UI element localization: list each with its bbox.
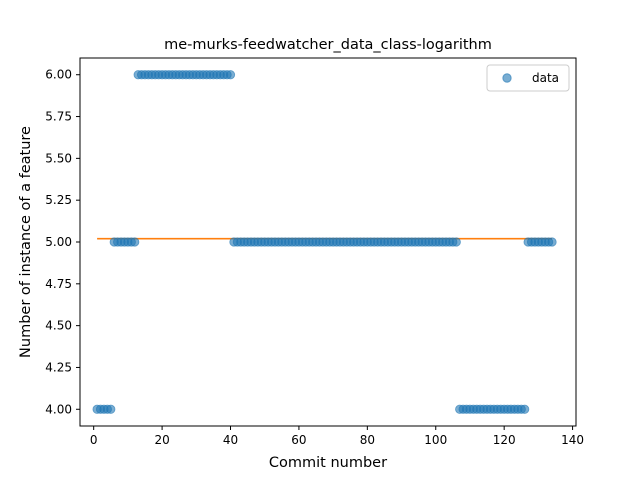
data-point [547,237,557,247]
y-tick-label: 6.00 [45,68,72,82]
x-tick-label: 120 [493,433,516,447]
legend-box [486,64,570,92]
x-tick-label: 40 [223,433,238,447]
data-point [520,404,530,414]
y-tick-label: 4.00 [45,402,72,416]
points-layer [92,70,557,414]
y-tick-label: 4.50 [45,319,72,333]
x-tick-label: 0 [90,433,98,447]
data-point [225,70,236,80]
y-tick-label: 5.50 [45,151,72,165]
data-point [451,237,461,247]
y-tick-label: 5.75 [45,110,72,124]
legend-label: data [532,71,559,85]
y-tick-label: 4.75 [45,277,72,291]
y-axis-label: Number of instance of a feature [18,126,34,358]
legend-marker [502,73,512,83]
x-tick-label: 20 [154,433,169,447]
data-point [106,404,116,414]
x-tick-label: 100 [424,433,447,447]
x-tick-label: 60 [291,433,306,447]
x-axis-label: Commit number [269,455,387,471]
x-tick-label: 80 [360,433,375,447]
y-tick-label: 5.25 [45,193,72,207]
x-axis-ticks: 0 20 40 60 80 100 120 140 [90,426,584,447]
chart-title: me-murks-feedwatcher_data_class-logarith… [164,37,492,53]
y-tick-label: 4.25 [45,360,72,374]
y-tick-label: 5.00 [45,235,72,249]
data-point [130,237,140,247]
y-axis-ticks: 4.00 4.25 4.50 4.75 5.00 5.25 5.50 5.75 6.00 [45,68,80,416]
x-tick-label: 140 [561,433,584,447]
legend: data [486,64,570,92]
